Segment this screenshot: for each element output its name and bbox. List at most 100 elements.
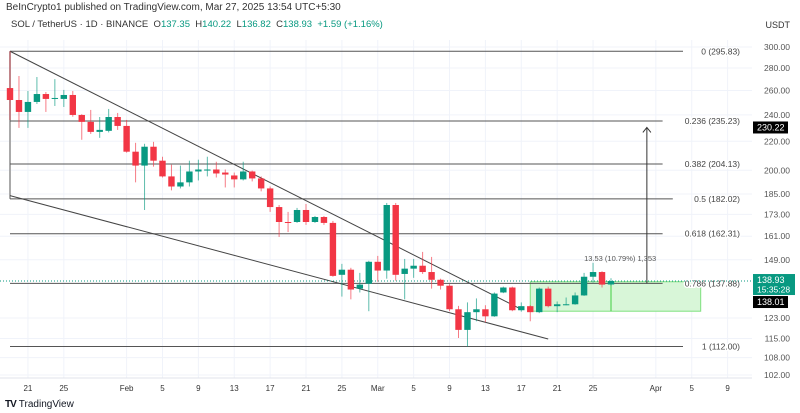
candle-body (248, 171, 256, 179)
candle-body (42, 94, 50, 99)
candle-body (222, 172, 229, 175)
last-price-badge (753, 274, 795, 296)
price-tick-label: 280.00 (764, 63, 790, 73)
candle (553, 301, 561, 313)
candle-body (320, 216, 328, 223)
candle (571, 292, 579, 305)
candle-body (482, 309, 489, 317)
trendline-upper (9, 50, 522, 310)
candle-body (24, 101, 32, 112)
candle (69, 90, 76, 117)
candle-body (347, 269, 355, 290)
candle (311, 215, 319, 223)
candle (338, 263, 346, 297)
fib-level-label: 0.382 (204.13) (685, 159, 740, 169)
candle (347, 267, 355, 300)
candle-body (266, 188, 274, 208)
candle (509, 286, 516, 312)
candle-body (132, 151, 139, 166)
candle (60, 89, 68, 107)
time-tick-label: 21 (302, 384, 311, 393)
candle-body (428, 272, 435, 280)
fib-level-label: 0.236 (235.23) (685, 116, 740, 126)
candle (536, 287, 543, 314)
candle (293, 207, 301, 223)
candle (392, 202, 399, 281)
countdown-label: 15:35:28 (757, 285, 790, 295)
candle-body (87, 121, 94, 132)
time-tick-label: 13 (230, 384, 239, 393)
price-tick-label: 185.00 (764, 189, 790, 199)
price-tick-label: 149.00 (764, 255, 790, 265)
price-marker-value: 230.22 (757, 122, 785, 132)
tradingview-logo-icon[interactable]: TV (5, 399, 17, 410)
candle-body (392, 205, 399, 275)
candle-body (374, 261, 381, 271)
candle (527, 305, 534, 322)
candle (275, 205, 283, 237)
symbol-legend: SOL / TetherUS · 1D · BINANCE O137.35 H1… (11, 19, 383, 30)
arrow-head-icon (642, 126, 652, 133)
symbol-name[interactable]: SOL / TetherUS · 1D · BINANCE (11, 19, 149, 30)
candle-body (15, 100, 23, 112)
candle (419, 251, 426, 274)
candle-body (311, 216, 319, 223)
price-tick-label: 260.00 (764, 86, 790, 96)
time-tick-label: 9 (196, 384, 201, 393)
candle-body (78, 114, 85, 122)
time-tick-label: Feb (120, 384, 134, 393)
candle (51, 79, 59, 106)
candle (518, 302, 525, 312)
price-tick-label: 200.00 (764, 165, 790, 175)
candle-body (464, 312, 471, 330)
time-tick-label: Apr (650, 384, 663, 393)
candle (455, 305, 462, 338)
candle (114, 112, 121, 130)
time-tick-label: 9 (725, 384, 730, 393)
candle-body (545, 288, 552, 307)
price-tick-label: 115.00 (765, 333, 791, 343)
time-tick-label: Mar (371, 384, 385, 393)
candle (204, 156, 211, 177)
candle (356, 272, 364, 293)
candle (266, 186, 274, 212)
candle-body (589, 272, 597, 277)
candle (213, 161, 220, 178)
candle-body (437, 279, 444, 286)
candle (177, 165, 184, 189)
candle (240, 161, 247, 181)
candle (589, 262, 597, 283)
time-tick-label: 25 (337, 384, 346, 393)
candle (96, 116, 103, 138)
time-tick-label: 5 (689, 384, 694, 393)
candle (186, 160, 193, 187)
candle (284, 211, 292, 233)
candle (482, 305, 489, 323)
candle-body (553, 304, 561, 307)
candle (248, 170, 256, 182)
candle (428, 256, 435, 289)
fib-level-label: 0.786 (137.88) (685, 278, 740, 288)
candle-body (455, 309, 462, 330)
close-label: C (276, 19, 284, 30)
candlestick-chart[interactable]: 0 (295.83) 0.236 (235.23) 0.382 (204.13) 0.… (0, 0, 800, 400)
candle-body (383, 205, 390, 271)
candle (545, 286, 552, 308)
price-tick-label: 123.00 (764, 313, 790, 323)
candle-body (329, 222, 337, 276)
price-marker-badge (753, 121, 788, 134)
price-marker-badge (753, 296, 788, 309)
currency-label: USDT (765, 20, 791, 30)
projection-zone (529, 281, 702, 312)
candle-body (401, 268, 408, 274)
candle-body (114, 116, 121, 126)
candle-body (204, 169, 211, 171)
candle-body (105, 116, 112, 131)
candle (491, 292, 498, 317)
last-price-value: 138.93 (757, 275, 785, 285)
candle (464, 302, 471, 347)
candle (607, 278, 615, 286)
candle-body (562, 304, 570, 306)
candle-body (509, 287, 516, 311)
candle-body (231, 175, 238, 180)
